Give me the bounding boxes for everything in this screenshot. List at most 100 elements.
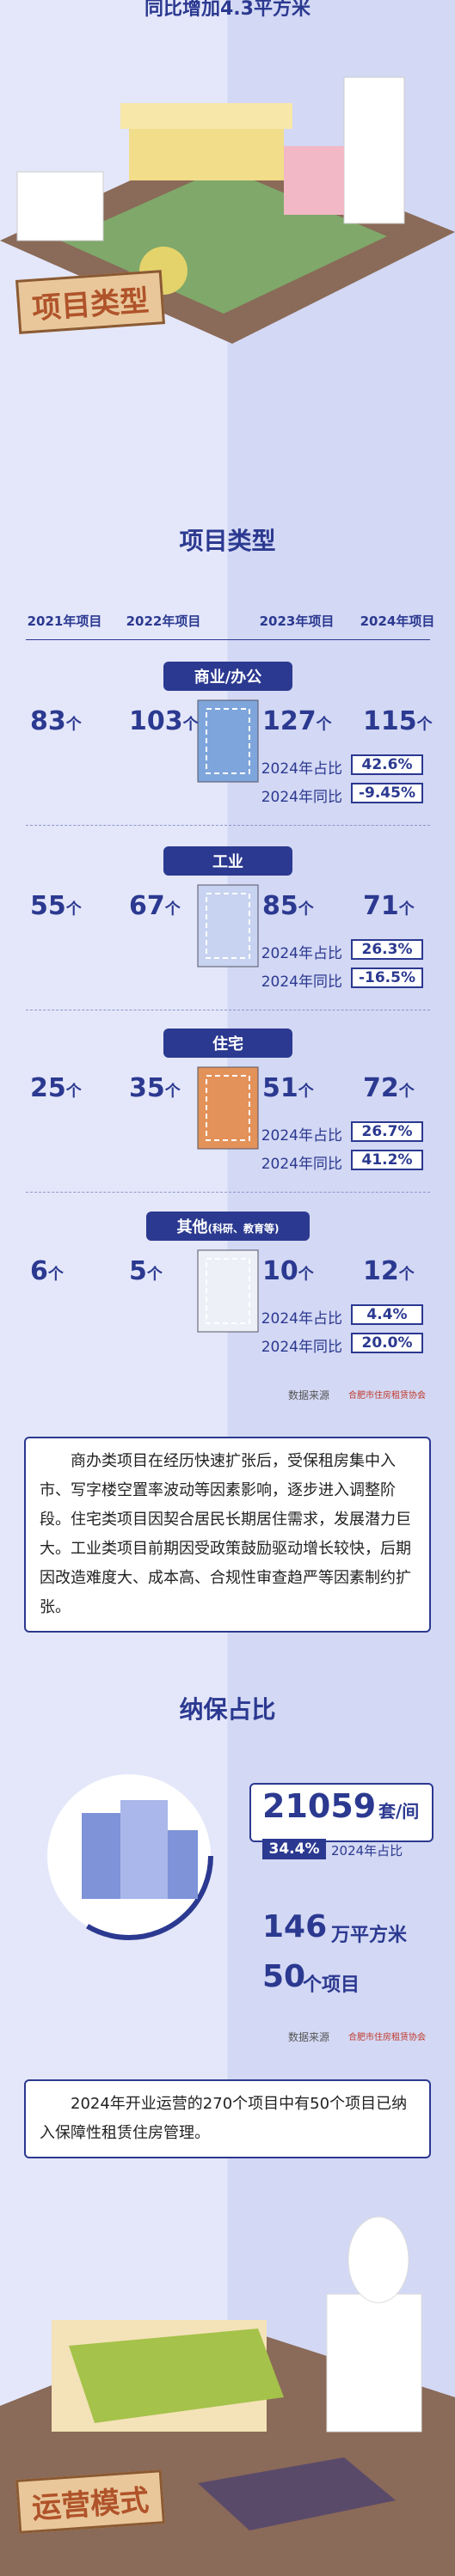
- units-unit: 套/间: [378, 1801, 420, 1822]
- share-value: 4.4%: [351, 1304, 423, 1325]
- group-label: 工业: [163, 846, 292, 876]
- count: 51个: [262, 1073, 314, 1103]
- count-unit: 个: [298, 1266, 314, 1284]
- column-header: 2022年项目: [126, 613, 201, 629]
- count: 5个: [129, 1256, 163, 1286]
- building-icon: [197, 699, 259, 783]
- share-value: 42.6%: [351, 754, 423, 775]
- count-unit: 个: [316, 716, 332, 734]
- count-unit: 个: [398, 900, 415, 919]
- share-value: 26.7%: [351, 1121, 423, 1142]
- count-value: 25: [30, 1073, 66, 1103]
- area-value: 146: [262, 1909, 328, 1944]
- count-value: 115: [363, 706, 417, 736]
- count: 67个: [129, 891, 181, 921]
- count-value: 10: [262, 1256, 298, 1286]
- projects-value: 50: [262, 1959, 306, 1994]
- building-illustration: [45, 1772, 213, 1940]
- units-value: 21059: [262, 1787, 377, 1825]
- section-heading: 项目类型: [179, 527, 276, 555]
- building-icon: [197, 884, 259, 968]
- source-label: 数据来源: [288, 1389, 330, 1401]
- building-icon: [197, 1066, 259, 1150]
- group-name: 商业/办公: [194, 668, 262, 687]
- units-box: [249, 1783, 433, 1842]
- count-unit: 个: [146, 1266, 163, 1284]
- count-value: 51: [262, 1073, 298, 1103]
- group-label: 其他(科研、教育等): [146, 1212, 310, 1241]
- group-name: 工业: [212, 853, 243, 871]
- count-unit: 个: [298, 1083, 314, 1101]
- share-value: 26.3%: [351, 939, 423, 960]
- note-text: 2024年开业运营的270个项目中有50个项目已纳入保障性租赁住房管理。: [24, 2079, 431, 2158]
- count: 12个: [363, 1256, 415, 1286]
- count-unit: 个: [65, 716, 82, 734]
- group-name: 住宅: [212, 1035, 243, 1053]
- count: 115个: [363, 706, 433, 736]
- count-unit: 个: [164, 1083, 181, 1101]
- count-unit: 个: [65, 1083, 82, 1101]
- count: 72个: [363, 1073, 415, 1103]
- count-value: 67: [129, 891, 165, 921]
- group-note: (科研、教育等): [207, 1223, 280, 1235]
- yoy-label: 2024年同比: [261, 974, 342, 991]
- divider: [26, 1192, 430, 1193]
- group-label: 住宅: [163, 1029, 292, 1058]
- building-icon: [197, 1249, 259, 1333]
- count-unit: 个: [398, 1083, 415, 1101]
- count-value: 85: [262, 891, 298, 921]
- count-unit: 个: [47, 1266, 64, 1284]
- share-label: 2024年占比: [261, 945, 342, 962]
- share-label: 2024年占比: [261, 1127, 342, 1145]
- count: 85个: [262, 891, 314, 921]
- count: 25个: [30, 1073, 82, 1103]
- area-unit: 万平方米: [331, 1925, 408, 1946]
- count: 55个: [30, 891, 82, 921]
- top-banner: 同比增加4.3平方米: [144, 0, 311, 20]
- column-header: 2024年项目: [360, 613, 435, 629]
- section-heading: 纳保占比: [179, 1695, 276, 1724]
- group-label: 商业/办公: [163, 662, 292, 691]
- column-header: 2023年项目: [259, 613, 335, 629]
- yoy-value: 41.2%: [351, 1150, 423, 1170]
- column-header: 2021年项目: [27, 613, 102, 629]
- count: 71个: [363, 891, 415, 921]
- source-org: 合肥市住房租赁协会: [348, 1391, 426, 1401]
- count-unit: 个: [298, 900, 314, 919]
- share-label: 2024年占比: [331, 1843, 403, 1859]
- count-unit: 个: [164, 900, 181, 919]
- yoy-value: -16.5%: [351, 968, 423, 988]
- count-unit: 个: [416, 716, 433, 734]
- group-name: 其他: [176, 1218, 208, 1236]
- room-sign: 运营模式: [15, 2469, 165, 2534]
- count-value: 72: [363, 1073, 399, 1103]
- count-value: 6: [30, 1256, 48, 1286]
- yoy-label: 2024年同比: [261, 1339, 342, 1356]
- count: 103个: [129, 706, 199, 736]
- divider: [26, 639, 430, 640]
- summary-text: 商办类项目在经历快速扩张后，受保租房集中入市、写字楼空置率波动等因素影响，逐步进…: [24, 1437, 431, 1633]
- yoy-value: 20.0%: [351, 1333, 423, 1353]
- room-sign: 项目类型: [15, 270, 165, 334]
- count-unit: 个: [398, 1266, 415, 1284]
- count-value: 5: [129, 1256, 147, 1286]
- count: 35个: [129, 1073, 181, 1103]
- count-value: 71: [363, 891, 399, 921]
- count: 83个: [30, 706, 82, 736]
- yoy-value: -9.45%: [351, 783, 423, 803]
- share-label: 2024年占比: [261, 1310, 342, 1328]
- share-box: 34.4%: [262, 1839, 326, 1859]
- count-value: 55: [30, 891, 66, 921]
- count-value: 12: [363, 1256, 399, 1286]
- projects-unit: 个项目: [303, 1975, 360, 1996]
- count-value: 127: [262, 706, 317, 736]
- count-value: 103: [129, 706, 183, 736]
- count-value: 35: [129, 1073, 165, 1103]
- yoy-label: 2024年同比: [261, 789, 342, 806]
- count-unit: 个: [65, 900, 82, 919]
- share-label: 2024年占比: [261, 760, 342, 778]
- divider: [26, 825, 430, 826]
- count: 10个: [262, 1256, 314, 1286]
- yoy-label: 2024年同比: [261, 1156, 342, 1173]
